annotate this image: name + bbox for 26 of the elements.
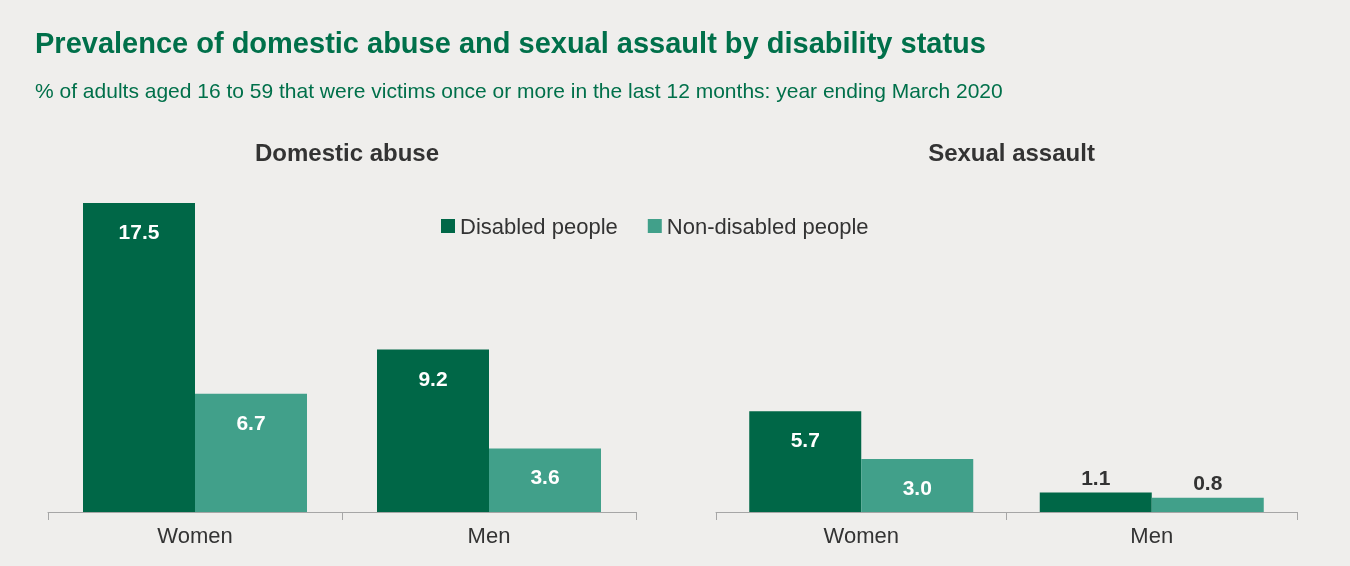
- bar: [195, 393, 307, 512]
- data-label: 3.0: [902, 476, 932, 500]
- text: % of adults aged 16 to 59 that were victims once or more in the last 12 months: year ending March 2020: [35, 79, 1003, 102]
- data-label: 1.1: [1081, 465, 1111, 489]
- bar: [489, 448, 601, 512]
- data-label: 5.7: [790, 428, 820, 452]
- data-label: 6.7: [236, 410, 266, 434]
- bar: [1151, 497, 1264, 512]
- bar: [377, 349, 489, 512]
- bar: [83, 203, 195, 512]
- data-label: 9.2: [418, 366, 448, 390]
- x-tick-label: Men: [467, 522, 511, 548]
- data-label: 3.6: [530, 465, 560, 489]
- x-tick-label: Women: [823, 522, 899, 548]
- legend-label: Disabled people: [460, 213, 618, 239]
- bar: [749, 411, 862, 512]
- legend-label: Non-disabled people: [666, 213, 869, 239]
- bar: [1039, 492, 1152, 512]
- chart-title: Sexual assault: [928, 138, 1095, 166]
- bar: [861, 459, 974, 512]
- x-tick-label: Men: [1130, 522, 1174, 548]
- data-label: 0.8: [1193, 470, 1223, 494]
- text: Prevalence of domestic abuse and sexual assault by disability status: [35, 26, 986, 59]
- data-label: 17.5: [118, 220, 160, 243]
- chart-title: Domestic abuse: [254, 138, 440, 166]
- x-tick-label: Women: [157, 522, 233, 548]
